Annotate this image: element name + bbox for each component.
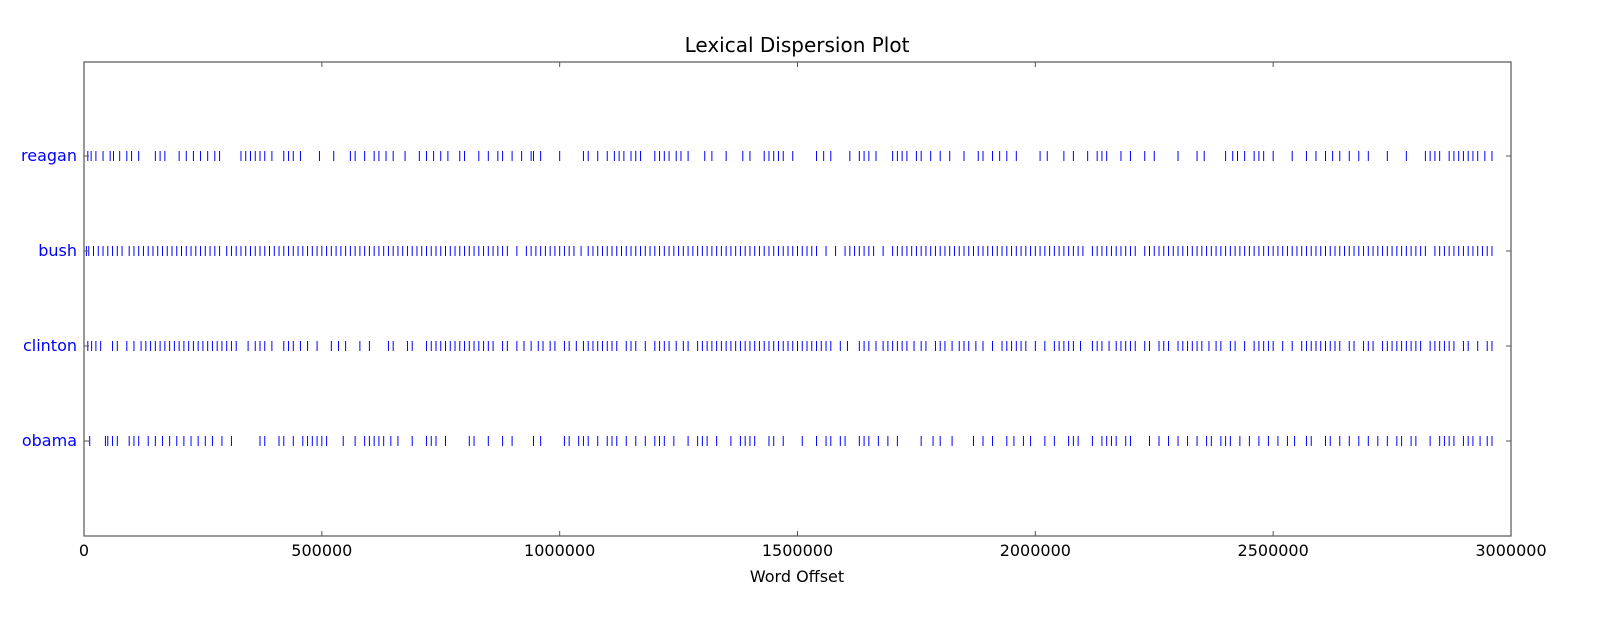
axes-layer: reagan bush clinton obama 0 500000 1000000 1500…	[21, 62, 1547, 560]
y-tick-label-clinton: clinton	[23, 336, 77, 355]
y-tick-label-obama: obama	[22, 431, 77, 450]
series-obama	[83, 436, 1493, 446]
marks-layer	[83, 151, 1493, 446]
x-tick-label-5: 2500000	[1238, 541, 1309, 560]
series-reagan	[83, 151, 1493, 161]
x-tick-label-4: 2000000	[1000, 541, 1071, 560]
series-clinton	[83, 341, 1493, 351]
x-axis-label: Word Offset	[750, 567, 844, 586]
plot-frame	[83, 61, 1512, 537]
y-tick-label-reagan: reagan	[21, 146, 77, 165]
x-tick-label-1: 500000	[291, 541, 352, 560]
x-tick-label-3: 1500000	[762, 541, 833, 560]
y-tick-label-bush: bush	[38, 241, 77, 260]
chart-title: Lexical Dispersion Plot	[685, 33, 910, 57]
x-tick-label-0: 0	[79, 541, 89, 560]
x-tick-label-2: 1000000	[524, 541, 595, 560]
x-tick-label-6: 3000000	[1475, 541, 1546, 560]
series-bush	[83, 246, 1493, 256]
